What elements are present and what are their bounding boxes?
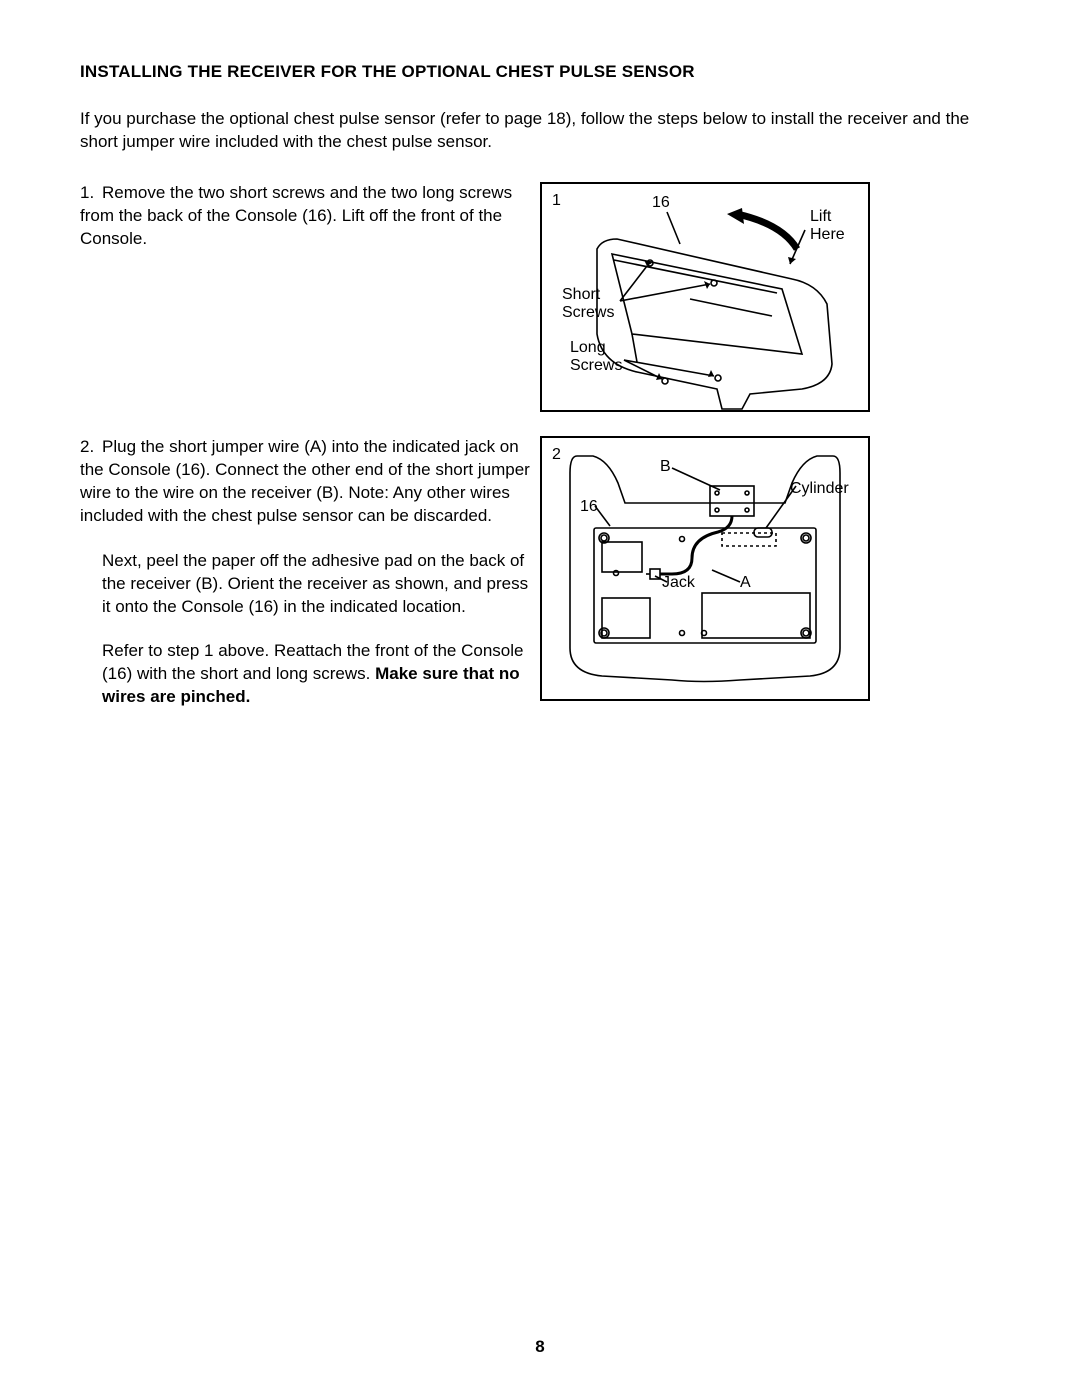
step-1-para-1: Remove the two short screws and the two … (80, 183, 512, 248)
intro-paragraph: If you purchase the optional chest pulse… (80, 108, 1000, 154)
diagram-2: 2 (540, 436, 870, 701)
diagram-2-container: 2 (540, 436, 870, 701)
step-2-para-1: Plug the short jumper wire (A) into the … (80, 437, 530, 525)
step-1-number: 1. (80, 182, 102, 205)
diagram-1-label-lift: Lift Here (810, 208, 845, 245)
step-2-para-2: Next, peel the paper off the adhesive pa… (80, 550, 530, 619)
diagram-1-label-16: 16 (652, 194, 670, 212)
diagram-1-label-short-screws: Short Screws (562, 286, 614, 323)
step-2-text: 2.Plug the short jumper wire (A) into th… (80, 436, 530, 731)
step-2-number: 2. (80, 436, 102, 459)
diagram-1-container: 1 (540, 182, 870, 412)
page-title: INSTALLING THE RECEIVER FOR THE OPTIONAL… (80, 62, 1000, 82)
diagram-1-label-long-screws: Long Screws (570, 339, 622, 376)
diagram-2-label-cylinder: Cylinder (790, 480, 849, 498)
page-number: 8 (0, 1337, 1080, 1357)
step-2-para-3-wrap: Refer to step 1 above. Reattach the fron… (80, 640, 530, 709)
diagram-1-step-label: 1 (552, 192, 561, 210)
step-1-section: 1.Remove the two short screws and the tw… (80, 182, 1000, 412)
step-2-section: 2.Plug the short jumper wire (A) into th… (80, 436, 1000, 731)
diagram-2-label-jack: Jack (662, 574, 695, 592)
step-1-text: 1.Remove the two short screws and the tw… (80, 182, 530, 273)
diagram-1: 1 (540, 182, 870, 412)
diagram-2-label-A: A (740, 574, 751, 592)
diagram-2-step-label: 2 (552, 446, 561, 464)
diagram-2-label-B: B (660, 458, 671, 476)
diagram-2-svg (542, 438, 868, 699)
diagram-2-label-16: 16 (580, 498, 598, 516)
